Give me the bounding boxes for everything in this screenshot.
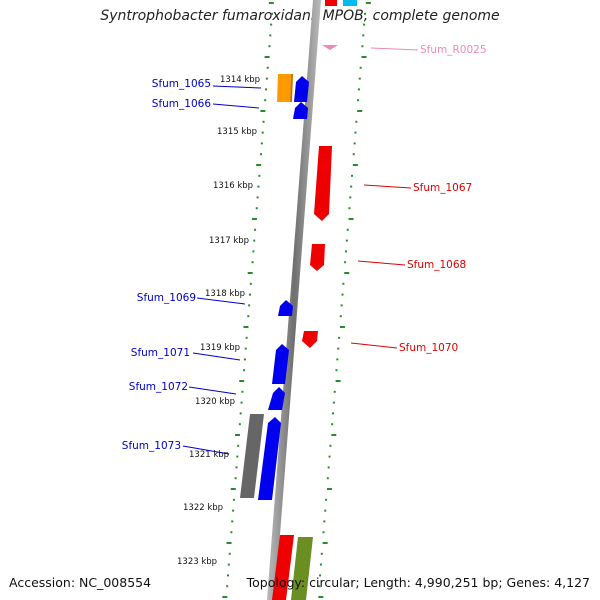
feature-top-red: [325, 0, 337, 6]
gene-label-sfum-1070[interactable]: Sfum_1070: [399, 342, 458, 354]
feature-top-cyan: [343, 0, 357, 6]
feature-sfum-1072: [268, 387, 285, 410]
gene-label-sfum-1069[interactable]: Sfum_1069: [137, 292, 196, 304]
scale-label: 1319 kbp: [200, 343, 240, 353]
feature-sfum-1071: [272, 344, 289, 384]
gene-label-sfum-1065[interactable]: Sfum_1065: [152, 78, 211, 90]
feature-sfum-1065: [277, 74, 291, 102]
map-title: Syntrophobacter fumaroxidans MPOB, compl…: [100, 8, 500, 24]
feature-bottom-olive: [291, 537, 313, 600]
scale-label: 1321 kbp: [189, 450, 229, 460]
topology-text: Topology: circular; Length: 4,990,251 bp…: [246, 575, 590, 590]
feature-sfum-1067: [314, 146, 332, 221]
scale-label: 1320 kbp: [195, 397, 235, 407]
feature-sfum-1073: [258, 417, 281, 500]
feature-sfum-1066b: [293, 102, 308, 119]
gene-label-sfum-1073[interactable]: Sfum_1073: [122, 440, 181, 452]
dotted-ruler-left: [222, 2, 274, 598]
scale-label: 1316 kbp: [213, 181, 253, 191]
scale-label: 1322 kbp: [183, 503, 223, 513]
gene-label-sfum-1071[interactable]: Sfum_1071: [131, 347, 190, 359]
scale-label: 1314 kbp: [220, 75, 260, 85]
gene-label-sfum-r0025[interactable]: Sfum_R0025: [420, 44, 487, 56]
gene-label-sfum-1067[interactable]: Sfum_1067: [413, 182, 472, 194]
scale-label: 1317 kbp: [209, 236, 249, 246]
accession-text: Accession: NC_008554: [9, 575, 152, 590]
backbone: [267, 0, 321, 600]
dotted-ruler-right: [318, 2, 371, 598]
feature-sfum-1069: [278, 300, 293, 316]
scale-label: 1318 kbp: [205, 289, 245, 299]
feature-sfum-1066a: [294, 76, 309, 102]
feature-sfum-1070: [302, 331, 318, 348]
scale-label: 1315 kbp: [217, 127, 257, 137]
gene-label-sfum-1072[interactable]: Sfum_1072: [129, 381, 188, 393]
gene-label-sfum-1068[interactable]: Sfum_1068: [407, 259, 466, 271]
feature-gray: [240, 414, 264, 498]
feature-bottom-red: [272, 535, 294, 600]
feature-sfum-r0025: [322, 45, 338, 50]
feature-sfum-1068: [310, 244, 325, 271]
gene-label-sfum-1066[interactable]: Sfum_1066: [152, 98, 212, 110]
scale-label: 1323 kbp: [177, 557, 217, 567]
